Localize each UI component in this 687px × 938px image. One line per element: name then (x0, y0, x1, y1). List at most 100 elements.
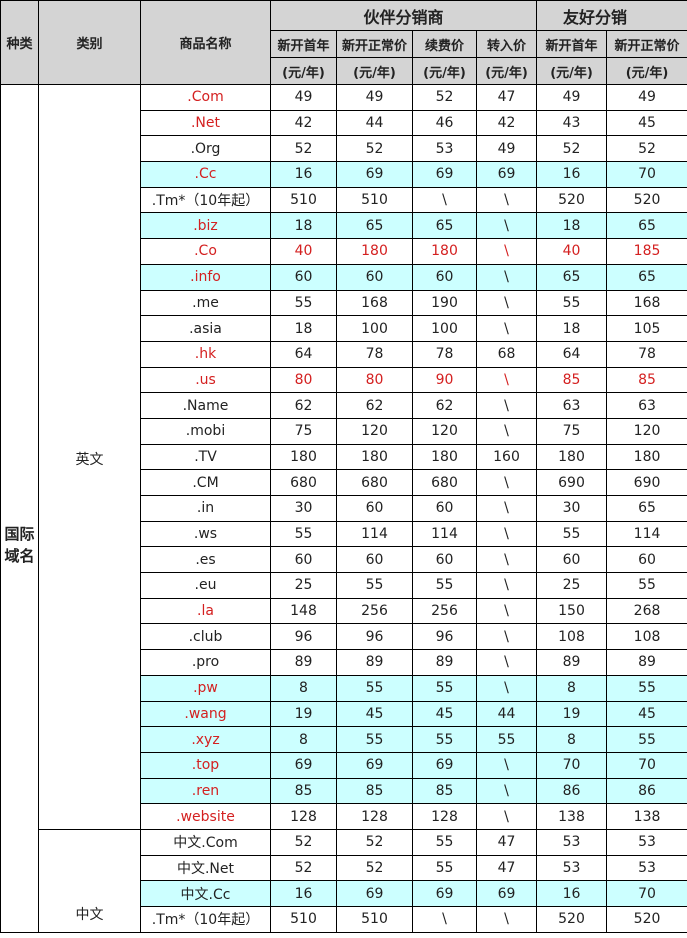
price-cell: 25 (270, 572, 337, 599)
price-cell: 89 (336, 649, 413, 676)
table-row: .Tm*（10年起） 510 510 \ \ 520 520 (1, 186, 687, 214)
price-cell: 19 (536, 700, 608, 728)
table-row: .pro 89 89 89 \ 89 89 (1, 649, 687, 676)
price-cell: \ (475, 238, 538, 265)
price-cell: 47 (475, 84, 538, 111)
unit-header: (元/年) (536, 57, 608, 85)
price-cell: 520 (536, 906, 608, 933)
price-cell: 49 (336, 84, 413, 111)
price-cell: 68 (475, 340, 538, 368)
table-row: .Tm*（10年起） 510 510 \ \ 520 520 (1, 906, 687, 933)
table-row: .info 60 60 60 \ 65 65 (1, 263, 687, 291)
price-cell: 55 (270, 289, 337, 317)
price-cell: \ (475, 906, 538, 933)
price-cell: 256 (412, 597, 477, 625)
price-cell: 85 (270, 777, 337, 805)
price-cell: 60 (270, 263, 337, 291)
price-cell: 78 (336, 340, 413, 368)
price-cell: 180 (336, 238, 413, 265)
category-cell: 中文 (38, 828, 141, 933)
price-cell: 62 (412, 392, 477, 419)
product-name: .me (140, 289, 271, 317)
price-cell: \ (475, 366, 538, 394)
table-row: .top 69 69 69 \ 70 70 (1, 751, 687, 779)
table-row: .wang 19 45 45 44 19 45 (1, 700, 687, 728)
price-cell: 96 (270, 623, 337, 651)
price-cell: 52 (270, 135, 337, 163)
product-name: .Cc (140, 161, 271, 188)
price-cell: 52 (270, 854, 337, 882)
price-cell: 65 (606, 212, 687, 240)
price-cell: 55 (270, 520, 337, 548)
product-name: .Net (140, 109, 271, 137)
price-cell: 69 (412, 161, 477, 188)
price-cell: 55 (412, 854, 477, 882)
price-cell: 70 (606, 880, 687, 907)
column-header: 新开首年 (536, 30, 608, 58)
price-cell: 53 (536, 854, 608, 882)
price-cell: \ (475, 674, 538, 702)
product-name: .Name (140, 392, 271, 419)
product-name: .pw (140, 674, 271, 702)
price-cell: 190 (412, 289, 477, 317)
price-cell: 85 (412, 777, 477, 805)
table-row: .club 96 96 96 \ 108 108 (1, 623, 687, 651)
price-cell: \ (475, 520, 538, 548)
price-cell: 105 (606, 315, 687, 342)
price-cell: 180 (412, 238, 477, 265)
product-name: .info (140, 263, 271, 291)
price-cell: 138 (536, 803, 608, 830)
unit-header: (元/年) (606, 57, 687, 85)
price-cell: 55 (606, 726, 687, 753)
price-cell: 53 (606, 828, 687, 856)
price-cell: 49 (536, 84, 608, 111)
price-cell: \ (475, 469, 538, 496)
price-cell: 55 (412, 674, 477, 702)
table-row: .Net 42 44 46 42 43 45 (1, 109, 687, 137)
price-cell: 80 (270, 366, 337, 394)
price-cell: 46 (412, 109, 477, 137)
price-cell: 18 (270, 212, 337, 240)
price-cell: 69 (412, 880, 477, 907)
price-cell: 53 (536, 828, 608, 856)
price-cell: 55 (606, 572, 687, 599)
product-name: .Com (140, 84, 271, 111)
price-cell: 69 (475, 880, 538, 907)
price-cell: 128 (270, 803, 337, 830)
price-cell: 70 (536, 751, 608, 779)
table-row: .Name 62 62 62 \ 63 63 (1, 392, 687, 419)
price-cell: 65 (606, 495, 687, 522)
price-cell: 114 (336, 520, 413, 548)
price-cell: \ (475, 289, 538, 317)
price-cell: 40 (536, 238, 608, 265)
header-group: 伙伴分销商 (269, 0, 538, 31)
price-cell: 120 (606, 417, 687, 445)
price-cell: 40 (270, 238, 337, 265)
price-cell: 52 (270, 828, 337, 856)
price-cell: 44 (475, 700, 538, 728)
price-cell: 43 (536, 109, 608, 137)
price-cell: 60 (412, 546, 477, 574)
table-row: 国际域名 英文 .Com 49 49 52 47 49 49 (0, 84, 687, 933)
price-cell: 52 (412, 84, 477, 111)
price-cell: \ (475, 777, 538, 805)
price-cell: 100 (412, 315, 477, 342)
unit-header: (元/年) (475, 57, 538, 85)
price-cell: 65 (336, 212, 413, 240)
price-cell: 65 (536, 263, 608, 291)
price-cell: 85 (536, 366, 608, 394)
price-cell: 8 (270, 674, 337, 702)
price-cell: 128 (336, 803, 413, 830)
table-row: .Co 40 180 180 \ 40 185 (1, 238, 687, 265)
table-row: .Cc 16 69 69 69 16 70 (1, 161, 687, 188)
price-cell: 180 (336, 443, 413, 471)
header-kind: 种类 (0, 0, 39, 85)
price-cell: 45 (336, 700, 413, 728)
price-cell: 55 (412, 572, 477, 599)
price-cell: 185 (606, 238, 687, 265)
price-cell: 63 (536, 392, 608, 419)
price-cell: 52 (336, 828, 413, 856)
price-cell: 75 (270, 417, 337, 445)
price-cell: 680 (336, 469, 413, 496)
price-cell: 42 (270, 109, 337, 137)
